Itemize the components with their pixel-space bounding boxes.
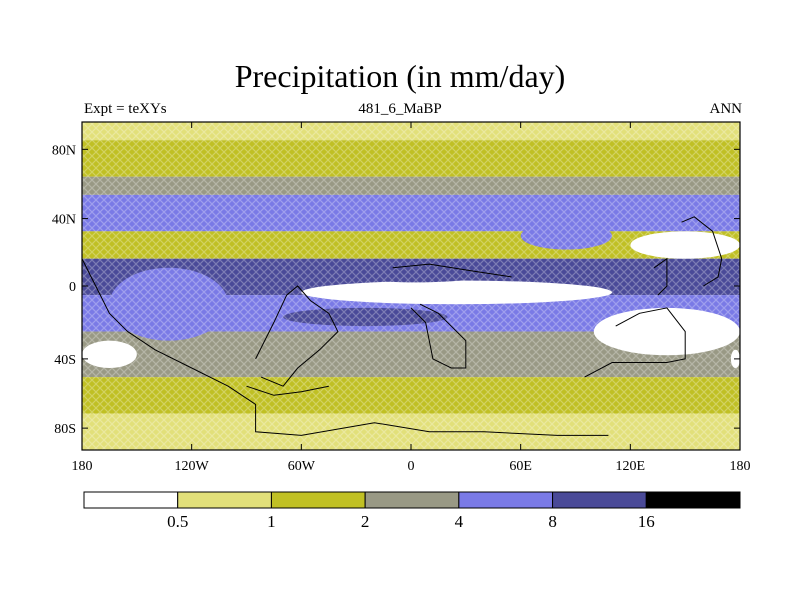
period-label: 481_6_MaBP [358, 101, 442, 117]
y-tick-label-3: 40S [54, 353, 76, 368]
colorbar-label-5: 16 [638, 512, 655, 531]
experiment-label: Expt = teXYs [84, 101, 167, 117]
colorbar: 0.5 1 2 4 8 16 [83, 491, 741, 531]
coastline-5 [653, 257, 668, 296]
plot-area [82, 122, 740, 450]
coastline-0 [82, 258, 609, 436]
colorbar-label-4: 8 [548, 512, 557, 531]
colorbar-swatch-6 [645, 491, 741, 509]
x-tick-label-6: 180 [730, 459, 751, 474]
colorbar-swatch-2 [270, 491, 366, 509]
axes: 180 120W 60W 0 60E 120E 180 80N 40N 0 40S 80S [52, 122, 751, 474]
x-tick-label-3: 0 [408, 459, 415, 474]
colorbar-swatch-1 [177, 491, 272, 509]
colorbar-label-1: 1 [267, 512, 276, 531]
chart-title: Precipitation (in mm/day) [234, 58, 566, 94]
season-label: ANN [709, 101, 743, 117]
coastline-7 [246, 385, 329, 396]
y-tick-label-0: 80N [52, 143, 76, 158]
x-tick-label-2: 60W [288, 459, 316, 474]
colorbar-label-2: 2 [361, 512, 370, 531]
colorbar-swatch-0 [83, 491, 179, 509]
y-tick-label-4: 80S [54, 422, 76, 437]
x-tick-label-0: 180 [72, 459, 93, 474]
colorbar-label-0: 0.5 [167, 512, 188, 531]
x-tick-label-5: 120E [616, 459, 646, 474]
y-tick-label-1: 40N [52, 213, 76, 228]
x-tick-label-1: 120W [175, 459, 210, 474]
colorbar-swatch-5 [552, 491, 647, 509]
colorbar-swatch-4 [458, 491, 554, 509]
coastline-1 [255, 285, 339, 387]
y-tick-label-2: 0 [69, 280, 76, 295]
coastline-3 [392, 263, 512, 278]
colorbar-swatch-3 [364, 491, 460, 509]
hatch-overlay [82, 122, 740, 450]
coastline-4 [584, 307, 686, 378]
coastline-2 [410, 303, 467, 369]
x-tick-label-4: 60E [509, 459, 532, 474]
colorbar-label-3: 4 [455, 512, 464, 531]
coastline-6 [681, 216, 723, 287]
